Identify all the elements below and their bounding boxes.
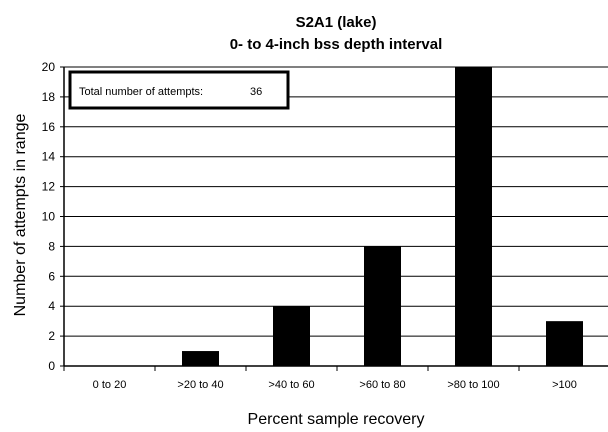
x-tick-label: >20 to 40: [177, 379, 223, 391]
x-tick-labels: 0 to 20 >20 to 40 >40 to 60 >60 to 80 >80 to…: [63, 366, 577, 391]
y-tick-label: 4: [48, 299, 55, 313]
total-attempts-label: Total number of attempts:: [79, 86, 203, 98]
total-attempts-box: Total number of attempts: 36: [68, 70, 290, 110]
x-tick-label: 0 to 20: [93, 379, 127, 391]
y-tick-label: 16: [42, 120, 56, 134]
bar: [364, 246, 401, 366]
x-tick-label: >60 to 80: [359, 379, 405, 391]
total-attempts-value: 36: [250, 86, 262, 98]
bar: [546, 321, 583, 366]
y-tick-label: 8: [48, 239, 55, 253]
y-tick-label: 18: [42, 90, 56, 104]
x-tick-label: >40 to 60: [268, 379, 314, 391]
y-tick-label: 12: [42, 180, 56, 194]
y-tick-labels: 0 2 4 6 8 10 12 14 16 18 20: [42, 60, 64, 373]
y-tick-label: 20: [42, 60, 56, 74]
x-tick-label: >100: [552, 379, 577, 391]
y-tick-label: 6: [48, 269, 55, 283]
x-tick-label: >80 to 100: [447, 379, 499, 391]
y-tick-label: 14: [42, 150, 56, 164]
chart-subtitle: 0- to 4-inch bss depth interval: [230, 36, 443, 53]
chart-title: S2A1 (lake): [296, 14, 377, 31]
y-tick-label: 2: [48, 329, 55, 343]
gridlines: [64, 66, 608, 337]
x-axis-label: Percent sample recovery: [248, 411, 425, 428]
bar: [182, 351, 219, 366]
y-tick-label: 0: [48, 359, 55, 373]
bar: [273, 306, 310, 366]
bar: [455, 67, 492, 366]
y-tick-label: 10: [42, 210, 56, 224]
bars: [182, 67, 583, 366]
y-axis-label: Number of attempts in range: [12, 114, 29, 317]
